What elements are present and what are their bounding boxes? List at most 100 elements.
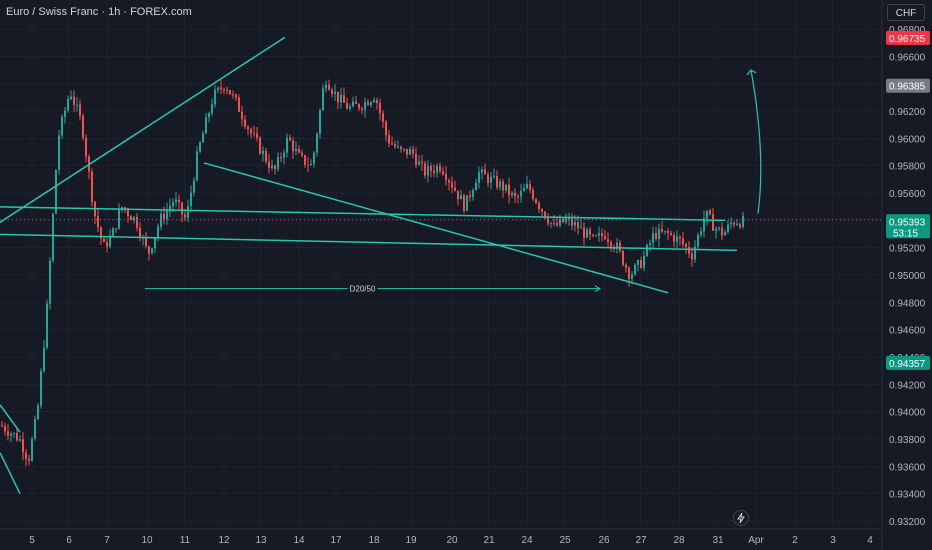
candle-body bbox=[91, 171, 93, 202]
candle-body bbox=[73, 96, 75, 105]
candle-body bbox=[178, 199, 180, 203]
candle-body bbox=[523, 188, 525, 192]
candle-body bbox=[280, 157, 282, 159]
candle-body bbox=[709, 210, 711, 215]
price-label-text: 0.94357 bbox=[889, 359, 926, 370]
candle-body bbox=[286, 137, 288, 153]
candle-body bbox=[187, 205, 189, 218]
candle-body bbox=[526, 183, 528, 189]
y-tick-label: 0.95600 bbox=[889, 189, 926, 200]
left-channel-upper-line bbox=[0, 404, 21, 433]
candle-body bbox=[10, 433, 12, 436]
candle-body bbox=[208, 113, 210, 118]
candle-body bbox=[70, 96, 72, 100]
candle-body bbox=[511, 192, 513, 196]
candle-body bbox=[85, 137, 87, 157]
y-tick-label: 0.96000 bbox=[889, 134, 926, 145]
candle-body bbox=[541, 209, 543, 212]
candle-body bbox=[343, 94, 345, 103]
x-tick-label: 6 bbox=[66, 535, 72, 546]
candle-body bbox=[268, 161, 270, 169]
price-label-text: 0.95393 bbox=[889, 217, 926, 228]
candle-body bbox=[496, 175, 498, 188]
channel-lower-line bbox=[203, 162, 669, 294]
candle-body bbox=[100, 227, 102, 239]
price-label-low bbox=[886, 355, 930, 370]
candle-body bbox=[253, 133, 255, 135]
candle-body bbox=[106, 242, 108, 247]
candle-body bbox=[136, 216, 138, 228]
candle-body bbox=[622, 250, 624, 265]
candle-body bbox=[520, 191, 522, 197]
candle-body bbox=[1, 425, 3, 427]
candle-body bbox=[367, 102, 369, 106]
candle-body bbox=[304, 155, 306, 165]
left-channel-lower-line bbox=[0, 452, 21, 494]
candle-body bbox=[451, 182, 453, 188]
currency-button[interactable]: CHF bbox=[887, 4, 925, 21]
y-tick-label: 0.93800 bbox=[889, 435, 926, 446]
candle-body bbox=[418, 161, 420, 165]
candle-body bbox=[733, 222, 735, 225]
y-tick-label: 0.93400 bbox=[889, 490, 926, 501]
candle-body bbox=[478, 172, 480, 183]
x-tick-label: 26 bbox=[598, 535, 610, 546]
candle-body bbox=[649, 242, 651, 245]
drawing-layer[interactable]: D20/50 bbox=[0, 36, 762, 494]
x-tick-label: 19 bbox=[405, 535, 417, 546]
candle-body bbox=[445, 174, 447, 181]
candle-body bbox=[154, 236, 156, 249]
candle-body bbox=[370, 102, 372, 106]
candle-body bbox=[412, 149, 414, 154]
candle-body bbox=[274, 165, 276, 170]
candle-body bbox=[499, 181, 501, 188]
lightning-icon[interactable] bbox=[733, 510, 749, 526]
candle-body bbox=[19, 439, 21, 441]
candle-body bbox=[571, 218, 573, 226]
candle-body bbox=[223, 89, 225, 91]
candle-body bbox=[361, 108, 363, 110]
date-range-label: D20/50 bbox=[350, 285, 376, 294]
time-axis[interactable]: 5 6 7 10 11 12 13 14 17 18 19 20 21 24 25 26 27 28 31 Apr 2 3… bbox=[0, 528, 882, 546]
candle-body bbox=[28, 458, 30, 461]
y-tick-label: 0.95800 bbox=[889, 162, 926, 173]
y-tick-label: 0.95000 bbox=[889, 271, 926, 282]
x-tick-label: 18 bbox=[368, 535, 380, 546]
x-tick-label: 14 bbox=[293, 535, 305, 546]
candle-body bbox=[469, 195, 471, 197]
candle-body bbox=[607, 238, 609, 242]
candle-body bbox=[379, 102, 381, 114]
candle-body bbox=[292, 140, 294, 152]
x-tick-label: 17 bbox=[330, 535, 342, 546]
candle-body bbox=[544, 211, 546, 218]
candle-body bbox=[25, 452, 27, 459]
price-label-high bbox=[886, 30, 930, 45]
candle-body bbox=[193, 180, 195, 193]
price-label-last bbox=[886, 214, 930, 239]
candle-body bbox=[682, 238, 684, 245]
candle-body bbox=[67, 99, 69, 111]
candle-body bbox=[604, 236, 606, 239]
candle-body bbox=[289, 137, 291, 141]
candle-body bbox=[736, 224, 738, 226]
x-tick-label: 2 bbox=[792, 535, 798, 546]
candle-body bbox=[703, 218, 705, 232]
candle-body bbox=[97, 216, 99, 228]
candle-body bbox=[406, 148, 408, 155]
y-tick-label: 0.93600 bbox=[889, 462, 926, 473]
candle-body bbox=[574, 222, 576, 226]
candle-body bbox=[250, 129, 252, 134]
candle-body bbox=[43, 347, 45, 372]
x-tick-label: 20 bbox=[446, 535, 458, 546]
candle-body bbox=[49, 260, 51, 304]
candle-body bbox=[4, 426, 6, 432]
candle-body bbox=[151, 248, 153, 254]
candle-body bbox=[55, 169, 57, 214]
candle-body bbox=[199, 142, 201, 152]
symbol-title[interactable]: Euro / Swiss Franc · 1h · FOREX.com bbox=[6, 6, 192, 18]
candle-body bbox=[388, 135, 390, 144]
x-tick-label: 11 bbox=[180, 535, 191, 546]
candle-body bbox=[685, 244, 687, 247]
